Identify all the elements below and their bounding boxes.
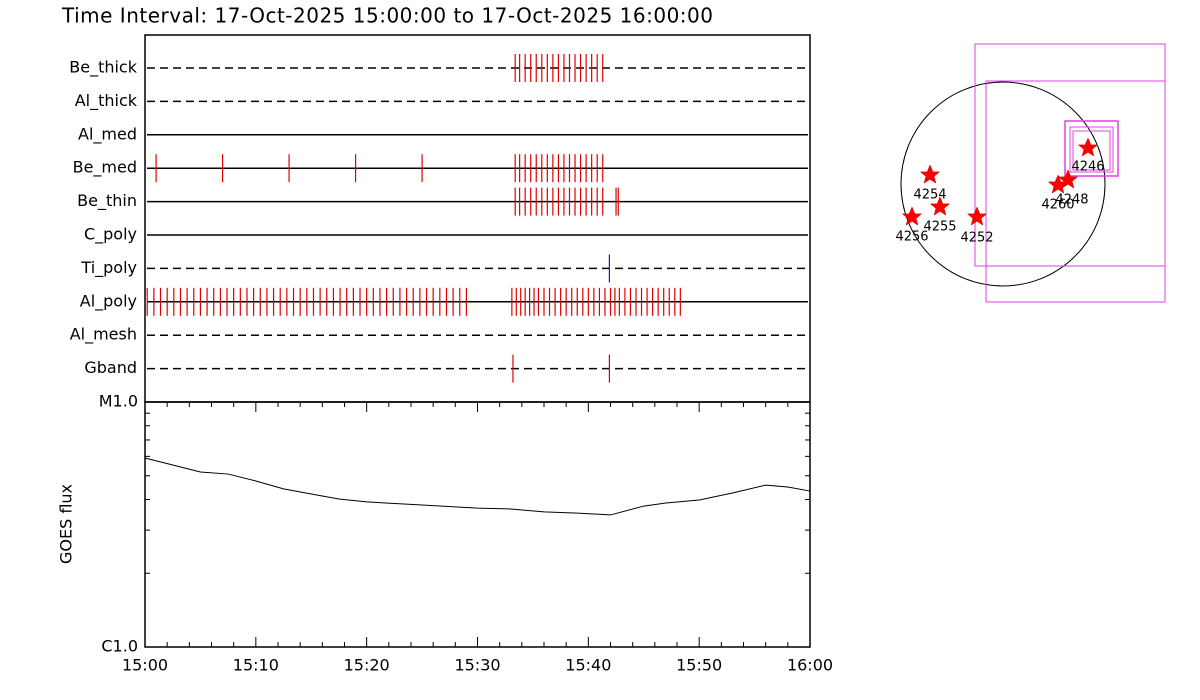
filter-label: Be_thin (77, 191, 137, 211)
filter-label: Gband (84, 358, 137, 377)
fov-box (1069, 126, 1114, 173)
goes-curve (144, 457, 811, 516)
x-tick-label: 15:20 (344, 656, 390, 675)
sun-map: 4254 4255 4256 4252 4260 4248 4246 (895, 43, 1166, 303)
region-star (967, 206, 987, 226)
filter-label: Al_poly (80, 291, 137, 311)
y-tick-label: C1.0 (101, 637, 138, 656)
filter-label: Al_med (78, 124, 137, 144)
filter-label: Al_mesh (70, 325, 137, 345)
filter-label: Ti_poly (80, 258, 137, 278)
region-label: 4255 (923, 220, 956, 235)
region-label: 4256 (895, 230, 928, 245)
title: Time Interval: 17-Oct-2025 15:00:00 to 1… (61, 4, 713, 28)
timeline-frame (144, 34, 811, 403)
fov-box (1064, 120, 1119, 177)
y-tick-label: M1.0 (99, 392, 138, 411)
fov-box (1072, 130, 1111, 171)
x-tick-label: 15:50 (676, 656, 722, 675)
fov-box (985, 80, 1166, 303)
region-label: 4246 (1071, 160, 1104, 175)
region-star (902, 206, 922, 226)
region-label: 4254 (913, 188, 946, 203)
region-label: 4252 (960, 231, 993, 246)
solar-disk (900, 81, 1106, 287)
x-tick-label: 15:00 (122, 656, 168, 675)
y-axis-label: GOES flux (57, 484, 76, 564)
region-label: 4248 (1055, 193, 1088, 208)
region-star (1078, 137, 1098, 157)
goes-frame (144, 401, 811, 648)
region-label: 4260 (1041, 198, 1074, 213)
x-tick-label: 15:40 (565, 656, 611, 675)
region-star (920, 164, 940, 184)
filter-label: Al_thick (75, 91, 138, 111)
filter-label: Be_med (73, 158, 137, 178)
x-tick-label: 15:30 (454, 656, 500, 675)
filter-label: C_poly (84, 225, 137, 245)
x-tick-label: 16:00 (787, 656, 833, 675)
x-tick-label: 15:10 (233, 656, 279, 675)
filter-label: Be_thick (69, 58, 137, 78)
